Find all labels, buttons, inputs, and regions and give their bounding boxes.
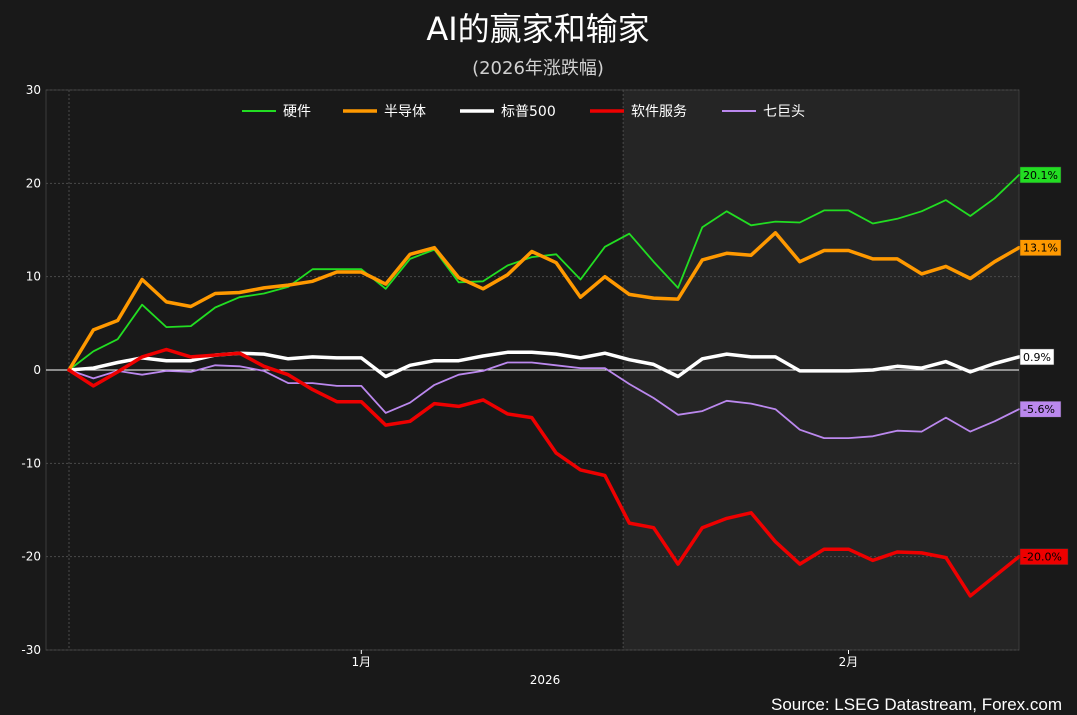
series-line-3 — [67, 347, 1021, 598]
end-labels: 20.1% 13.1% 0.9% -20.0% -5.6% — [1019, 166, 1069, 565]
end-label-0: 20.1% — [1019, 166, 1062, 184]
y-tick-label: 0 — [33, 363, 41, 377]
y-tick-label: -20 — [21, 550, 41, 564]
legend-item-0: 硬件 — [242, 104, 311, 120]
x-axis-ticks: 1月 2月 — [351, 650, 858, 669]
legend-item-4: 七巨头 — [722, 104, 805, 120]
legend-label: 半导体 — [384, 104, 426, 120]
chart-title: AI的赢家和输家 — [426, 10, 649, 48]
legend-item-2: 标普500 — [460, 104, 556, 120]
legend-label: 七巨头 — [763, 104, 805, 120]
x-tick-label: 1月 — [351, 655, 371, 669]
end-label-2: 0.9% — [1019, 348, 1055, 366]
y-tick-label: 20 — [26, 176, 41, 190]
legend-label: 标普500 — [501, 104, 556, 120]
y-axis-ticks: 30 20 10 0 -10 -20 -30 — [21, 83, 41, 657]
end-label-text: 13.1% — [1023, 242, 1058, 255]
end-label-text: 20.1% — [1023, 169, 1058, 182]
legend-label: 硬件 — [283, 104, 311, 120]
x-axis-label: 2026 — [530, 673, 561, 687]
legend-label: 软件服务 — [631, 104, 687, 120]
legend: 硬件 半导体 标普500 软件服务 七巨头 — [242, 104, 805, 120]
y-tick-label: 10 — [26, 270, 41, 284]
series-line-1 — [67, 231, 1021, 372]
legend-item-3: 软件服务 — [590, 104, 687, 120]
chart-subtitle: (2026年涨跌幅) — [472, 58, 604, 79]
series-lines — [67, 173, 1021, 598]
legend-item-1: 半导体 — [343, 104, 426, 120]
source-note: Source: LSEG Datastream, Forex.com — [771, 695, 1062, 714]
end-label-text: -5.6% — [1023, 403, 1055, 416]
end-label-3: -20.0% — [1019, 548, 1069, 565]
y-tick-label: -30 — [21, 643, 41, 657]
y-tick-label: 30 — [26, 83, 41, 97]
end-label-4: -5.6% — [1019, 400, 1062, 418]
end-label-1: 13.1% — [1019, 239, 1062, 256]
y-tick-label: -10 — [21, 456, 41, 470]
series-line-4 — [68, 361, 1020, 440]
end-label-text: 0.9% — [1023, 351, 1051, 364]
end-label-text: -20.0% — [1023, 551, 1062, 564]
x-tick-label: 2月 — [839, 655, 859, 669]
